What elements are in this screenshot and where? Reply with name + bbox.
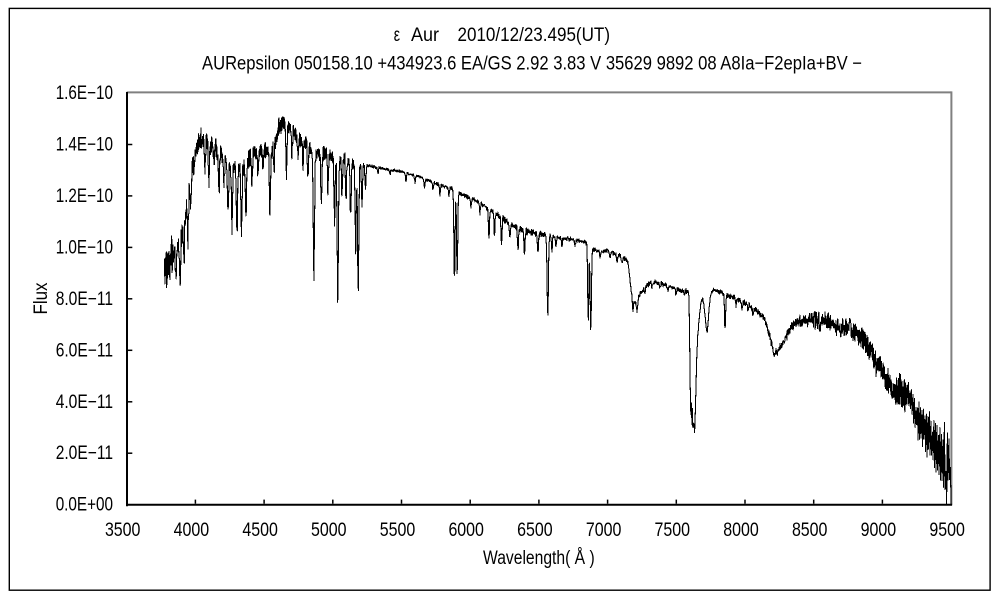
svg-text:2010/12/23.495(UT): 2010/12/23.495(UT) xyxy=(458,25,611,46)
svg-text:1.4E−10: 1.4E−10 xyxy=(56,135,113,156)
svg-text:8.0E−11: 8.0E−11 xyxy=(56,289,113,310)
svg-text:1.6E−10: 1.6E−10 xyxy=(56,83,113,104)
svg-text:8000: 8000 xyxy=(723,520,759,541)
svg-text:4.0E−11: 4.0E−11 xyxy=(56,392,113,413)
svg-text:1.2E−10: 1.2E−10 xyxy=(56,186,113,207)
svg-text:8500: 8500 xyxy=(792,520,828,541)
svg-text:2.0E−11: 2.0E−11 xyxy=(56,443,113,464)
svg-text:1.0E−10: 1.0E−10 xyxy=(56,237,113,258)
svg-text:6.0E−11: 6.0E−11 xyxy=(56,340,113,361)
svg-text:6500: 6500 xyxy=(517,520,553,541)
svg-text:5000: 5000 xyxy=(311,520,347,541)
svg-text:ε: ε xyxy=(394,25,401,46)
svg-text:6000: 6000 xyxy=(448,520,484,541)
svg-text:4000: 4000 xyxy=(174,520,210,541)
svg-text:4500: 4500 xyxy=(242,520,278,541)
svg-text:9000: 9000 xyxy=(861,520,897,541)
svg-text:9500: 9500 xyxy=(929,520,965,541)
svg-text:5500: 5500 xyxy=(380,520,416,541)
svg-text:7500: 7500 xyxy=(655,520,691,541)
svg-text:AURepsilon 050158.10 +434923.6: AURepsilon 050158.10 +434923.6 EA/GS 2.9… xyxy=(202,54,862,75)
svg-text:3500: 3500 xyxy=(105,520,141,541)
svg-text:Aur: Aur xyxy=(411,25,440,46)
svg-text:0.0E+00: 0.0E+00 xyxy=(56,495,113,516)
svg-text:Flux: Flux xyxy=(31,282,52,314)
svg-text:Wavelength( Å ): Wavelength( Å ) xyxy=(483,548,595,569)
svg-text:7000: 7000 xyxy=(586,520,622,541)
